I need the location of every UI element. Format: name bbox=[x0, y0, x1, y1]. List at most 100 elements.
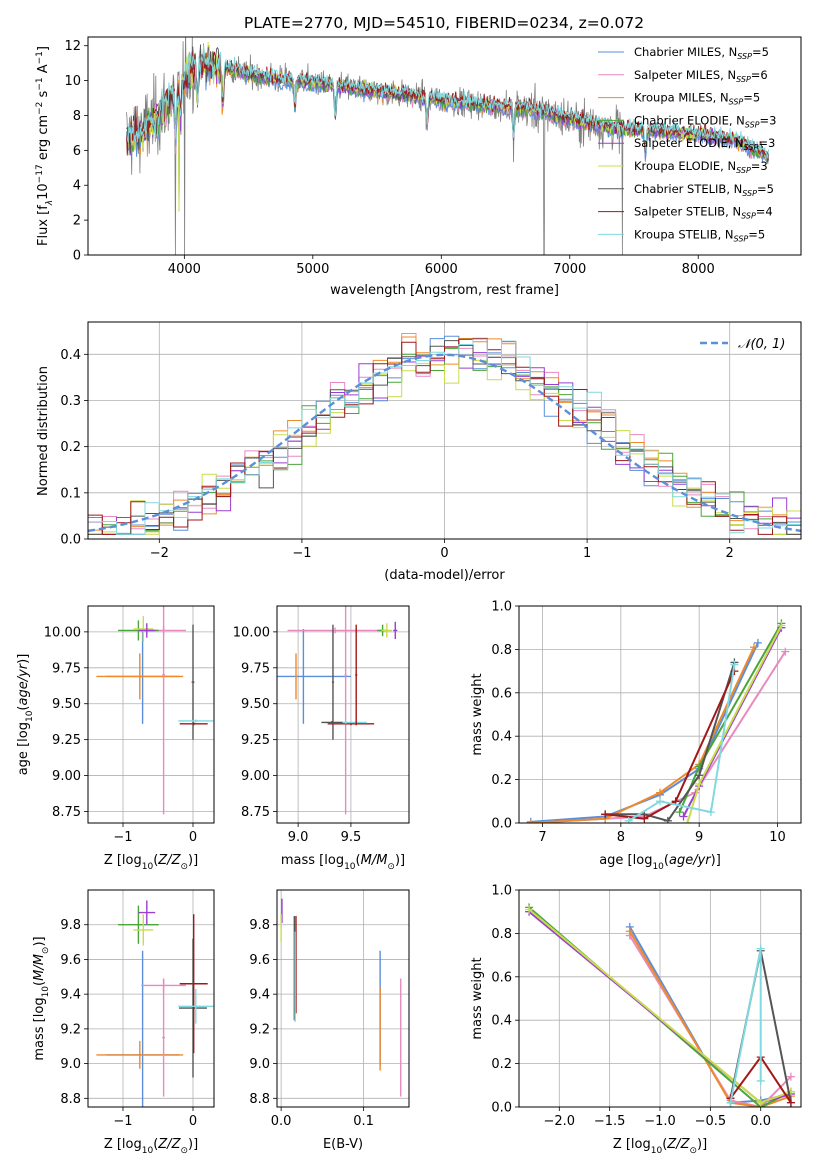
label-segment: 10 bbox=[41, 986, 51, 998]
legend-tail: =5 bbox=[752, 45, 769, 59]
label-segment: )] bbox=[711, 853, 721, 868]
weight-point bbox=[730, 660, 739, 669]
label-segment: 10 bbox=[142, 1146, 154, 1156]
weight-point bbox=[525, 905, 534, 914]
weight-point bbox=[786, 1072, 795, 1081]
y-tick-label: 0.6 bbox=[491, 686, 512, 701]
weight-point bbox=[781, 647, 790, 656]
legend-sub: SSP bbox=[741, 212, 756, 221]
legend-entry: Chabrier MILES, NSSP=5 bbox=[634, 45, 769, 61]
weight-point bbox=[750, 643, 758, 652]
plot-area bbox=[280, 898, 402, 1097]
x-tick-label: −1.0 bbox=[644, 1114, 676, 1129]
y-tick-label: 1.0 bbox=[491, 884, 512, 899]
label-segment: ( bbox=[32, 981, 47, 986]
y-tick-label: 0.4 bbox=[491, 730, 512, 745]
x-tick-label: 9.0 bbox=[288, 830, 309, 845]
y-tick-label: 9.8 bbox=[249, 918, 270, 933]
weight-point bbox=[777, 621, 786, 630]
legend-sub: SSP bbox=[729, 98, 744, 107]
x-axis-label: Z [log10(Z/Z⊙)] bbox=[104, 1137, 198, 1156]
legend-main: Kroupa ELODIE, N bbox=[634, 159, 736, 173]
label-segment: ( bbox=[356, 853, 361, 868]
label-segment: erg cm bbox=[36, 115, 51, 164]
label-segment: −17 bbox=[35, 164, 45, 183]
legend-entry: Salpeter ELODIE, NSSP=3 bbox=[634, 136, 775, 152]
label-segment: 10 bbox=[344, 862, 356, 872]
label-segment: ⊙ bbox=[387, 862, 395, 872]
label-segment: age/yr bbox=[669, 853, 712, 868]
y-tick-label: 8 bbox=[73, 109, 81, 124]
weight-point bbox=[640, 814, 649, 823]
weight-point bbox=[706, 808, 715, 817]
axes-frame bbox=[87, 321, 802, 540]
label-segment: Z [log bbox=[104, 853, 142, 868]
label-segment: −1 bbox=[35, 77, 45, 90]
weight-series-7 bbox=[605, 670, 736, 820]
legend-sub: SSP bbox=[745, 120, 760, 129]
y-tick-label: 2 bbox=[73, 214, 81, 229]
legend-entry: Chabrier STELIB, NSSP=5 bbox=[634, 182, 774, 198]
legend-main: Chabrier ELODIE, N bbox=[634, 113, 745, 127]
legend-main: Salpeter MILES, N bbox=[634, 68, 736, 82]
label-segment: M/M bbox=[361, 853, 388, 868]
y-tick-label: 9.8 bbox=[60, 918, 81, 933]
y-tick-label: 9.75 bbox=[241, 661, 270, 676]
weight-series-8 bbox=[628, 664, 736, 822]
label-segment: λ bbox=[45, 200, 55, 206]
label-segment: 10 bbox=[25, 710, 35, 722]
weight-point bbox=[679, 812, 688, 821]
label-segment: Z [log bbox=[104, 1137, 142, 1152]
label-segment: mass [log bbox=[281, 853, 344, 868]
residual-histogram-5 bbox=[88, 338, 801, 535]
y-tick-label: 9.0 bbox=[249, 1057, 270, 1072]
legend-tail: =6 bbox=[751, 68, 768, 82]
y-axis-label: Normed distribution bbox=[36, 366, 51, 496]
legend-sub: SSP bbox=[744, 143, 759, 152]
weight-point bbox=[695, 779, 704, 788]
x-tick-label: 10 bbox=[769, 830, 786, 845]
x-tick-label: 0 bbox=[189, 1114, 197, 1129]
plot-area bbox=[96, 900, 214, 1107]
weight-point bbox=[756, 1098, 765, 1107]
weight-point bbox=[656, 797, 664, 806]
axes-frame bbox=[87, 605, 215, 824]
axes-frame bbox=[276, 889, 410, 1108]
x-tick-label: 9 bbox=[695, 830, 703, 845]
y-tick-label: 8.8 bbox=[249, 1092, 270, 1107]
label-segment: −2 bbox=[35, 102, 45, 115]
weight-point bbox=[786, 1098, 795, 1107]
mass-vs-extinction-panel: 0.0 0.1 8.8 9.0 9.2 9.4 9.6 9.8 E(B-V) bbox=[249, 889, 410, 1152]
label-segment: ( bbox=[153, 853, 158, 868]
plot-area bbox=[525, 903, 795, 1107]
label-segment: age/yr bbox=[16, 662, 31, 705]
y-tick-label: 0.4 bbox=[491, 1014, 512, 1029]
label-segment: )] bbox=[32, 936, 47, 946]
legend-tail: =5 bbox=[743, 91, 760, 105]
legend-tail: =5 bbox=[757, 182, 774, 196]
weight-point bbox=[726, 1098, 735, 1107]
x-axis-label: (data-model)/error bbox=[384, 568, 505, 583]
label-segment: M/M bbox=[32, 954, 47, 981]
residual-histogram-6 bbox=[88, 340, 801, 535]
x-axis-label: age [log10(age/yr)] bbox=[599, 853, 721, 872]
residual-histogram-0 bbox=[88, 335, 801, 535]
y-axis-label: age [log10(age/yr)] bbox=[16, 654, 35, 776]
y-tick-label: 9.50 bbox=[52, 697, 81, 712]
plot-area bbox=[526, 619, 790, 823]
y-tick-label: 9.6 bbox=[60, 953, 81, 968]
legend-main: Salpeter ELODIE, N bbox=[634, 136, 744, 150]
weight-series-1 bbox=[530, 651, 787, 823]
axes-frame bbox=[518, 889, 802, 1108]
age-vs-mass-panel: 9.0 9.5 8.75 9.00 9.25 9.50 9.75 10.00 mass [log… bbox=[233, 605, 410, 872]
label-segment: 10 bbox=[651, 1146, 663, 1156]
label-segment: )] bbox=[697, 1137, 707, 1152]
y-axis-label: mass weight bbox=[470, 673, 485, 755]
legend-main: Salpeter STELIB, N bbox=[634, 205, 741, 219]
y-tick-label: 0.1 bbox=[60, 486, 81, 501]
weight-point bbox=[601, 810, 610, 819]
x-axis-label: E(B-V) bbox=[323, 1137, 363, 1152]
y-tick-label: 9.25 bbox=[52, 733, 81, 748]
